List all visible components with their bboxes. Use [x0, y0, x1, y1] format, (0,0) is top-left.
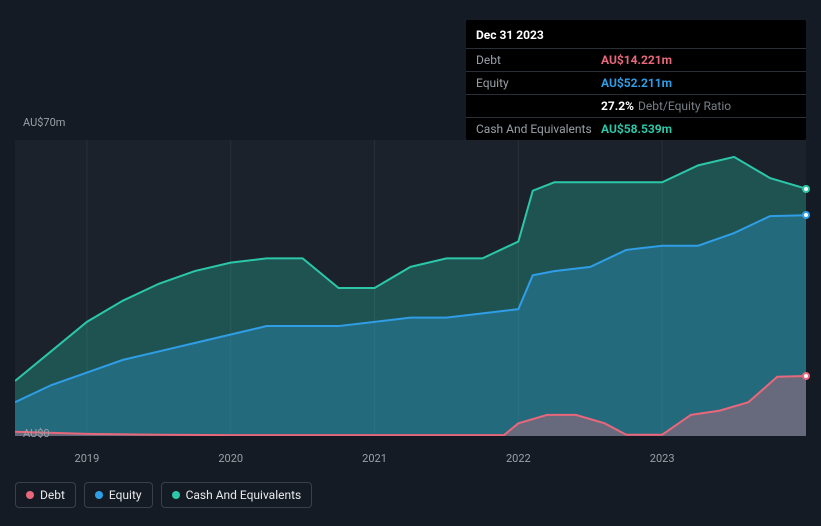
series-end-marker-equity — [802, 211, 810, 219]
legend-dot — [95, 491, 103, 499]
legend-item-equity[interactable]: Equity — [84, 482, 153, 508]
chart-svg — [15, 140, 806, 436]
chart-tooltip: Dec 31 2023 DebtAU$14.221mEquityAU$52.21… — [466, 20, 806, 140]
tooltip-row: EquityAU$52.211m — [466, 71, 806, 94]
legend-label: Debt — [40, 488, 65, 502]
legend-item-cash-and-equivalents[interactable]: Cash And Equivalents — [161, 482, 313, 508]
tooltip-row-value: 27.2%Debt/Equity Ratio — [601, 99, 731, 113]
tooltip-date: Dec 31 2023 — [466, 20, 806, 48]
x-axis-label: 2019 — [75, 452, 100, 465]
x-axis-label: 2020 — [218, 452, 243, 465]
tooltip-row-value: AU$58.539m — [601, 122, 672, 136]
chart-plot-area[interactable] — [15, 140, 806, 436]
y-axis-label-max: AU$70m — [23, 116, 65, 129]
tooltip-row: DebtAU$14.221m — [466, 48, 806, 71]
legend-dot — [172, 491, 180, 499]
legend-dot — [26, 491, 34, 499]
tooltip-row-label: Debt — [476, 53, 601, 67]
tooltip-row: Cash And EquivalentsAU$58.539m — [466, 117, 806, 140]
legend-item-debt[interactable]: Debt — [15, 482, 76, 508]
chart-legend: Debt Equity Cash And Equivalents — [15, 482, 312, 508]
x-axis-label: 2021 — [362, 452, 387, 465]
tooltip-row-label — [476, 99, 601, 113]
legend-label: Equity — [109, 488, 142, 502]
area-chart: AU$70m AU$0 20192020202120222023 — [15, 120, 806, 466]
tooltip-row-label: Equity — [476, 76, 601, 90]
tooltip-row-extra: Debt/Equity Ratio — [638, 99, 731, 113]
y-axis-label-min: AU$0 — [23, 427, 50, 440]
series-end-marker-debt — [802, 372, 810, 380]
legend-label: Cash And Equivalents — [186, 488, 302, 502]
series-end-marker-cash-and-equivalents — [802, 185, 810, 193]
tooltip-row: 27.2%Debt/Equity Ratio — [466, 94, 806, 117]
x-axis-label: 2023 — [650, 452, 675, 465]
tooltip-row-label: Cash And Equivalents — [476, 122, 601, 136]
tooltip-row-value: AU$52.211m — [601, 76, 672, 90]
x-axis: 2019 2020 2021 2022 2023 — [15, 446, 806, 466]
x-axis-label: 2022 — [506, 452, 531, 465]
tooltip-row-value: AU$14.221m — [601, 53, 672, 67]
